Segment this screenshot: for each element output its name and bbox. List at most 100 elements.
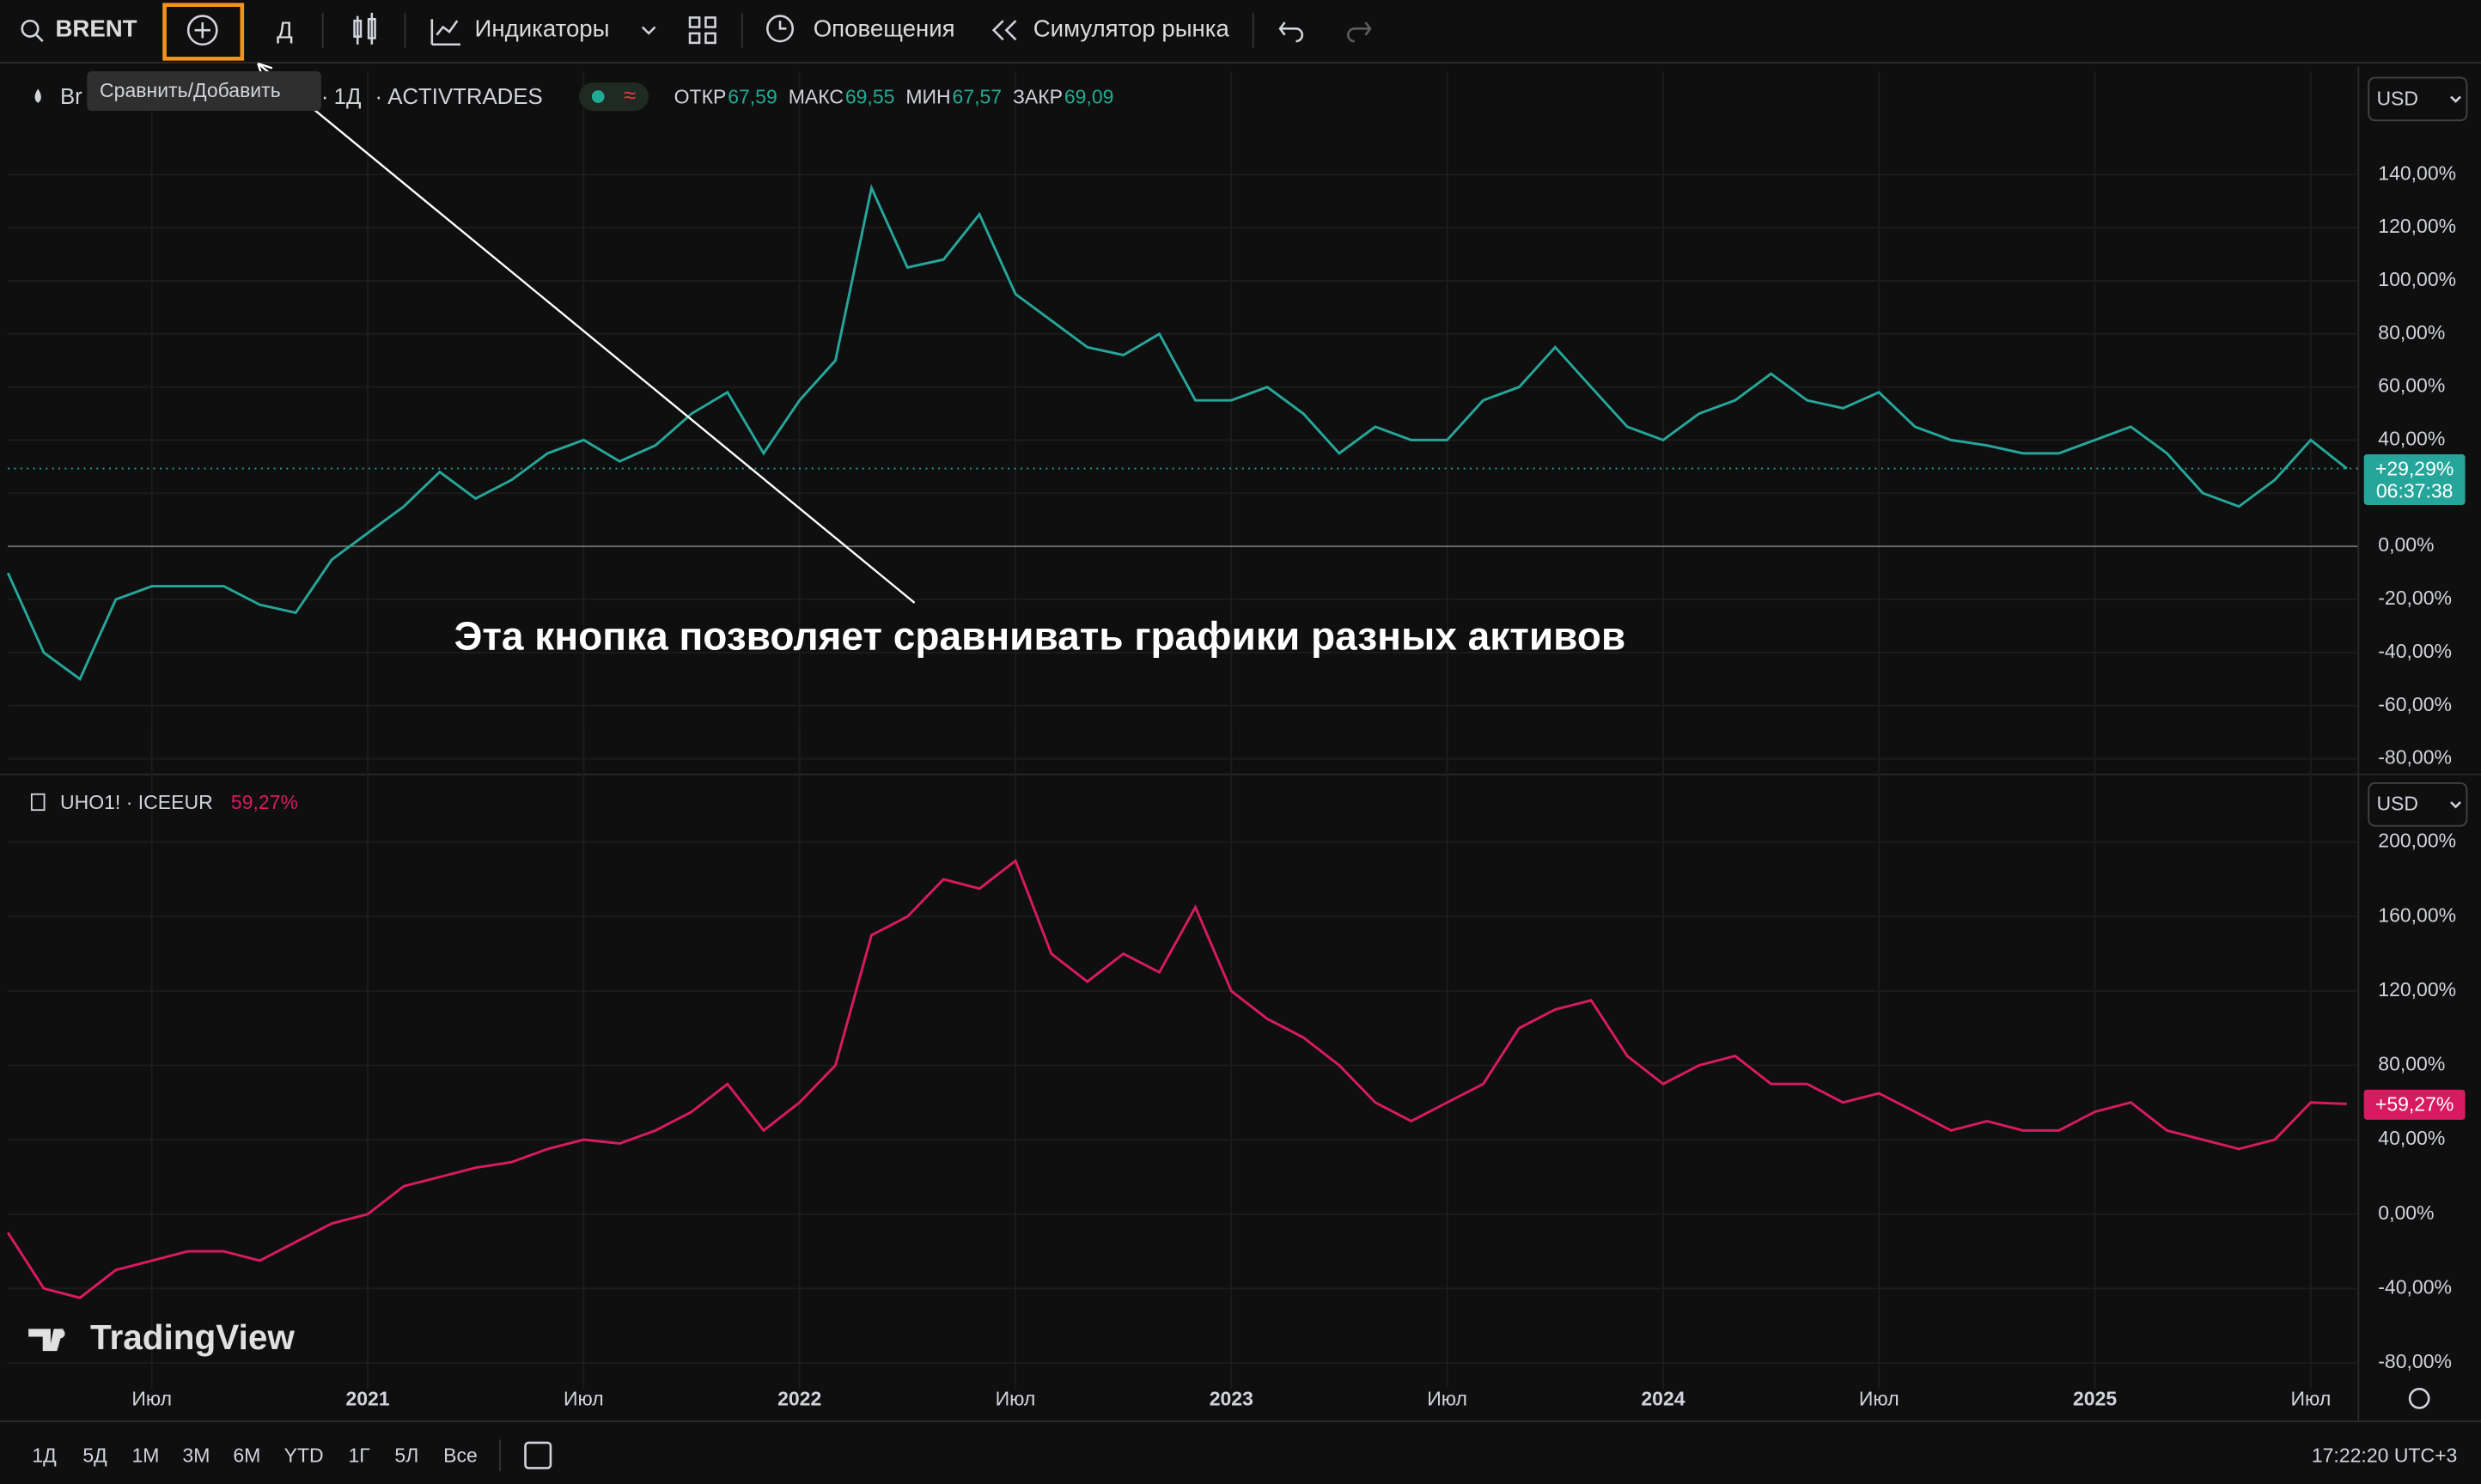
highlight-box <box>162 3 245 61</box>
legend-dot: · <box>321 85 329 109</box>
delay-icon: ≈ <box>624 83 636 107</box>
y-tick-label: -40,00% <box>2378 640 2452 662</box>
settings-button[interactable] <box>2408 1388 2430 1409</box>
search-icon-handle <box>35 33 44 42</box>
y-tick-label: -80,00% <box>2378 1350 2452 1372</box>
ohlc-label: ЗАКР <box>1013 85 1063 107</box>
range-button[interactable]: Все <box>443 1444 478 1467</box>
indicators-icon[interactable] <box>430 19 460 46</box>
countdown: 06:37:38 <box>2376 479 2454 502</box>
annotation-arrow <box>257 62 916 604</box>
y-tick-label: 0,00% <box>2378 1201 2434 1224</box>
alerts-icon[interactable] <box>766 15 795 43</box>
ohlc-label: ОТКР <box>674 85 727 107</box>
last-price-label <box>2363 454 2466 505</box>
legend-value: 59,27% <box>231 791 298 813</box>
x-tick-label: Июл <box>1427 1387 1467 1409</box>
last-price-label <box>2363 1089 2466 1120</box>
currency-bottom[interactable]: USD <box>2376 793 2418 815</box>
layout-icon <box>704 16 716 28</box>
y-tick-label: 100,00% <box>2378 268 2456 290</box>
bottom-pane: -80,00% -40,00% 0,00% 40,00% 80,00% 120,00% 16… <box>6 727 2466 1409</box>
ohlc-value: 67,59 <box>728 85 777 107</box>
layout-icon[interactable] <box>688 16 701 28</box>
last-price-text: +29,29% <box>2375 458 2454 480</box>
x-tick-label: Июл <box>564 1387 604 1409</box>
legend-exchange: ACTIVTRADES <box>387 85 542 109</box>
range-button[interactable]: YTD <box>284 1444 324 1467</box>
symbol-icon <box>34 88 41 103</box>
ohlc-value: 69,09 <box>1064 85 1114 107</box>
y-tick-label: 40,00% <box>2378 1127 2445 1149</box>
range-button[interactable]: 1Д <box>32 1444 57 1467</box>
x-tick-label: Июл <box>131 1387 172 1409</box>
toolbar <box>0 0 2481 61</box>
range-button[interactable]: 3М <box>182 1444 210 1467</box>
x-tick-label: Июл <box>2291 1387 2332 1409</box>
y-tick-label: 160,00% <box>2378 903 2456 926</box>
range-button[interactable]: 5Д <box>82 1444 107 1467</box>
legend-dot: · <box>375 85 383 109</box>
indicators-dropdown[interactable] <box>641 26 656 35</box>
y-tick-label: 60,00% <box>2378 374 2445 397</box>
chart-type-button[interactable] <box>353 12 376 45</box>
currency-box[interactable] <box>2368 76 2468 122</box>
search-icon[interactable] <box>21 19 40 38</box>
legend-interval: 1Д <box>334 85 362 109</box>
x-tick-label: 2024 <box>1641 1387 1685 1409</box>
price-line <box>6 184 2348 681</box>
alerts-button[interactable]: Оповещения <box>814 15 955 41</box>
y-tick-label: 0,00% <box>2378 533 2434 556</box>
ohlc-legend: ОТКР 67,59 МАКС 69,55 МИН 67,57 ЗАКР 69,09 <box>674 85 1114 107</box>
x-tick-label: 2022 <box>777 1387 821 1409</box>
top-pane: -80,00%-60,00%-40,00%-20,00%0,00%20,00%4… <box>6 71 2466 772</box>
replay-icon[interactable] <box>991 20 1017 41</box>
ohlc-value: 67,57 <box>953 85 1003 107</box>
watermark: TradingView <box>90 1317 295 1357</box>
market-status[interactable] <box>579 82 649 112</box>
symbol-search[interactable]: BRENT <box>55 15 137 41</box>
range-button[interactable]: 1Г <box>348 1444 370 1467</box>
price-line <box>6 858 2347 1299</box>
market-open-dot <box>591 90 605 103</box>
y-tick-label: 120,00% <box>2378 978 2456 1000</box>
x-tick-label: Июл <box>996 1387 1036 1409</box>
y-tick-label: 200,00% <box>2378 830 2456 852</box>
clock[interactable]: 17:22:20 UTC+3 <box>2312 1444 2458 1467</box>
y-tick-label: 80,00% <box>2378 321 2445 344</box>
y-tick-label: -60,00% <box>2378 693 2452 715</box>
range-button[interactable]: 1М <box>131 1444 159 1467</box>
layout-icon <box>704 32 716 45</box>
range-button[interactable]: 6М <box>233 1444 260 1467</box>
ohlc-value: 69,55 <box>845 85 895 107</box>
y-tick-label: 120,00% <box>2378 215 2456 237</box>
y-tick-label: 80,00% <box>2378 1053 2445 1075</box>
range-button[interactable]: 5Л <box>394 1444 418 1467</box>
y-tick-label: -80,00% <box>2378 746 2452 769</box>
annotation-text: Эта кнопка позволяет сравнивать графики … <box>454 613 1626 658</box>
redo-button[interactable] <box>1347 21 1372 43</box>
y-tick-label: 140,00% <box>2378 161 2456 184</box>
currency-dropdown <box>2450 801 2461 809</box>
undo-button[interactable] <box>1278 21 1304 43</box>
interval-button[interactable]: Д <box>277 16 293 43</box>
last-price-text: +59,27% <box>2375 1092 2454 1115</box>
watermark-logo <box>28 1329 64 1352</box>
currency-dropdown <box>2450 95 2461 103</box>
goto-date-button[interactable] <box>524 1441 552 1469</box>
indicators-button[interactable]: Индикаторы <box>475 15 610 41</box>
watermark-logo <box>55 1329 65 1339</box>
currency-top[interactable]: USD <box>2376 87 2418 109</box>
x-tick-label: 2023 <box>1210 1387 1253 1409</box>
tooltip-text: Сравнить/Добавить <box>100 79 281 101</box>
layout-icon <box>688 32 701 45</box>
replay-button[interactable]: Симулятор рынка <box>1033 15 1230 41</box>
legend-symbol: Br <box>60 85 82 109</box>
symbol-icon <box>30 793 46 812</box>
tooltip <box>87 71 321 112</box>
currency-box[interactable] <box>2368 782 2468 827</box>
compare-button[interactable] <box>186 15 218 46</box>
y-tick-label: -20,00% <box>2378 587 2452 609</box>
